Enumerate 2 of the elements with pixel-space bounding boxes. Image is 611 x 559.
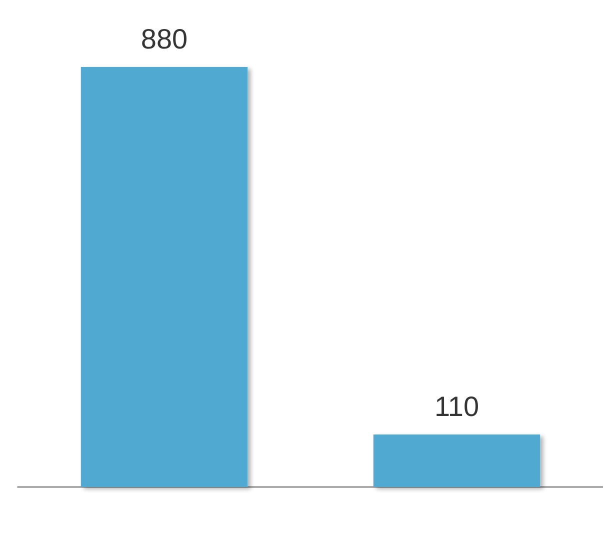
data-label: 110 (434, 391, 480, 422)
data-label: 880 (140, 24, 188, 54)
